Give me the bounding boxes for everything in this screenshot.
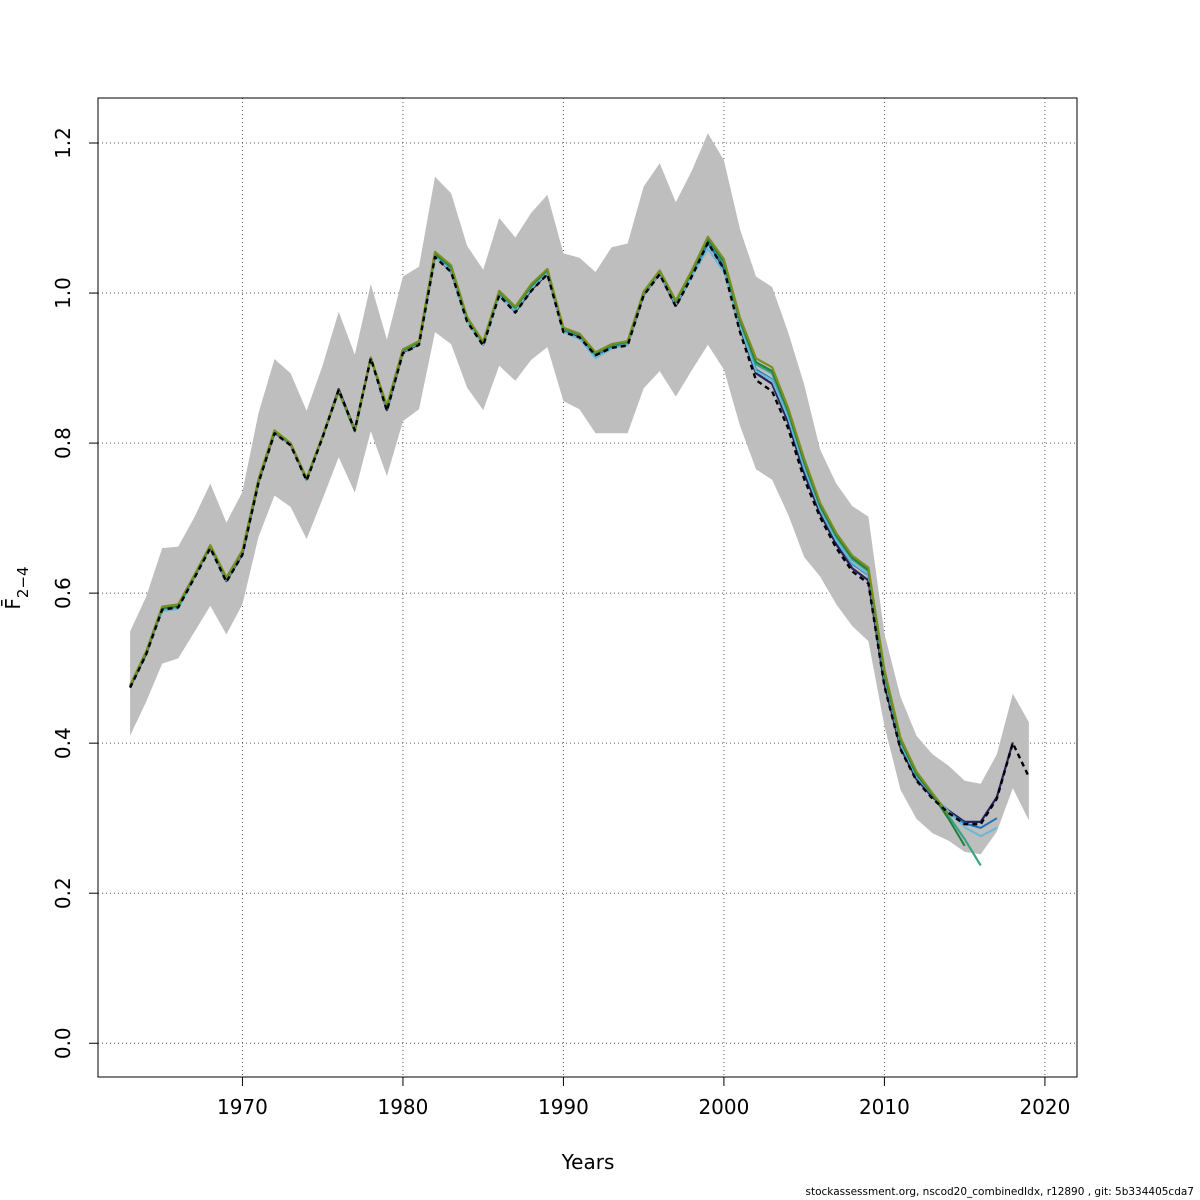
y-axis-title-subscript: 2−4 — [14, 566, 32, 598]
series-layer — [129, 235, 1030, 866]
footer-credit: stockassessment.org, nscod20_combinedIdx… — [805, 1186, 1194, 1198]
y-tick-label: 0.4 — [51, 727, 75, 759]
y-tick-label: 1.2 — [51, 127, 75, 159]
y-tick-label: 0.0 — [51, 1027, 75, 1059]
series-line-6 — [129, 235, 950, 816]
x-tick-label: 1970 — [217, 1095, 268, 1119]
axes: 1970 1980 1990 2000 2010 2020 0.0 0.2 0.4 0.6 0.8 1… — [51, 127, 1070, 1119]
confidence-band — [130, 133, 1029, 855]
x-tick-label: 2000 — [698, 1095, 749, 1119]
x-axis-title: Years — [561, 1150, 615, 1174]
confidence-band-layer — [130, 133, 1029, 855]
y-tick-label: 0.8 — [51, 427, 75, 459]
x-tick-label: 1980 — [377, 1095, 428, 1119]
plot-frame — [97, 97, 1078, 1078]
y-axis-title: F̄2−4 — [0, 566, 32, 609]
y-tick-label: 0.2 — [51, 877, 75, 909]
y-tick-label: 0.6 — [51, 577, 75, 609]
y-axis-title-main: F̄ — [0, 598, 25, 610]
x-tick-label: 2020 — [1019, 1095, 1070, 1119]
x-tick-label: 2010 — [859, 1095, 910, 1119]
series-line-1 — [129, 241, 1030, 826]
x-tick-label: 1990 — [538, 1095, 589, 1119]
y-tick-label: 1.0 — [51, 277, 75, 309]
